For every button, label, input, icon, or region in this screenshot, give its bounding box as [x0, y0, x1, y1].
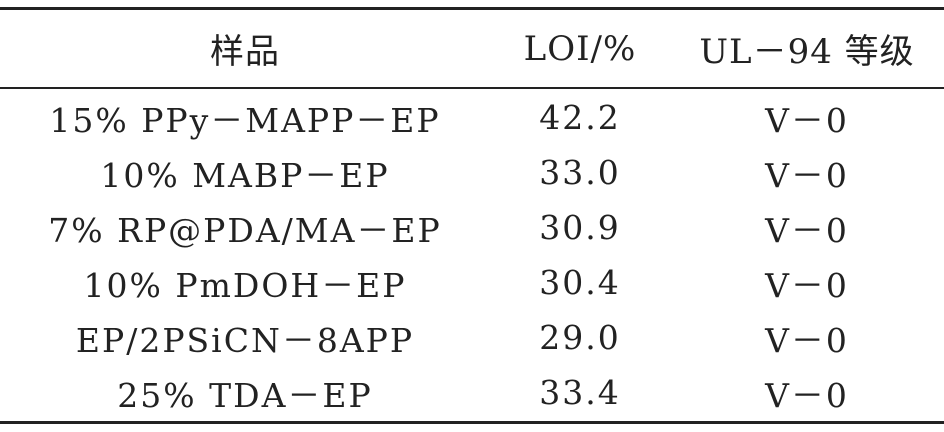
table-row: 25% TDA－EP 33.4 V－0: [0, 365, 944, 420]
cell-loi: 33.0: [539, 153, 621, 192]
cell-sample: 25% TDA－EP: [117, 375, 373, 415]
header-ul94: UL－94 等级: [699, 32, 915, 72]
cell-sample: EP/2PSiCN－8APP: [75, 320, 415, 360]
cell-ul94: V－0: [765, 155, 849, 195]
table-row: 10% PmDOH－EP 30.4 V－0: [0, 255, 944, 310]
cell-ul94: V－0: [765, 375, 849, 415]
cell-ul94: V－0: [765, 210, 849, 250]
table-row: 10% MABP－EP 33.0 V－0: [0, 145, 944, 200]
bottom-rule: [0, 421, 944, 424]
table-row: 15% PPy－MAPP－EP 42.2 V－0: [0, 90, 944, 145]
header-loi: LOI/%: [523, 28, 637, 69]
cell-ul94: V－0: [765, 100, 849, 140]
cell-loi: 29.0: [539, 318, 621, 357]
header-row: 样品 LOI/% UL－94 等级: [0, 10, 944, 87]
header-rule: [0, 87, 944, 89]
cell-loi: 42.2: [539, 98, 621, 137]
top-rule: [0, 7, 944, 10]
cell-ul94: V－0: [765, 265, 849, 305]
header-sample: 样品: [210, 32, 280, 72]
table-row: EP/2PSiCN－8APP 29.0 V－0: [0, 310, 944, 365]
cell-loi: 30.9: [539, 208, 621, 247]
flame-retardancy-table: 样品 LOI/% UL－94 等级 15% PPy－MAPP－EP 42.2 V…: [0, 10, 944, 420]
cell-sample: 15% PPy－MAPP－EP: [49, 100, 441, 140]
cell-ul94: V－0: [765, 320, 849, 360]
cell-sample: 10% PmDOH－EP: [83, 265, 407, 305]
table-row: 7% RP@PDA/MA－EP 30.9 V－0: [0, 200, 944, 255]
cell-loi: 30.4: [539, 263, 621, 302]
cell-sample: 7% RP@PDA/MA－EP: [48, 210, 442, 250]
cell-sample: 10% MABP－EP: [100, 155, 390, 195]
cell-loi: 33.4: [539, 373, 621, 412]
